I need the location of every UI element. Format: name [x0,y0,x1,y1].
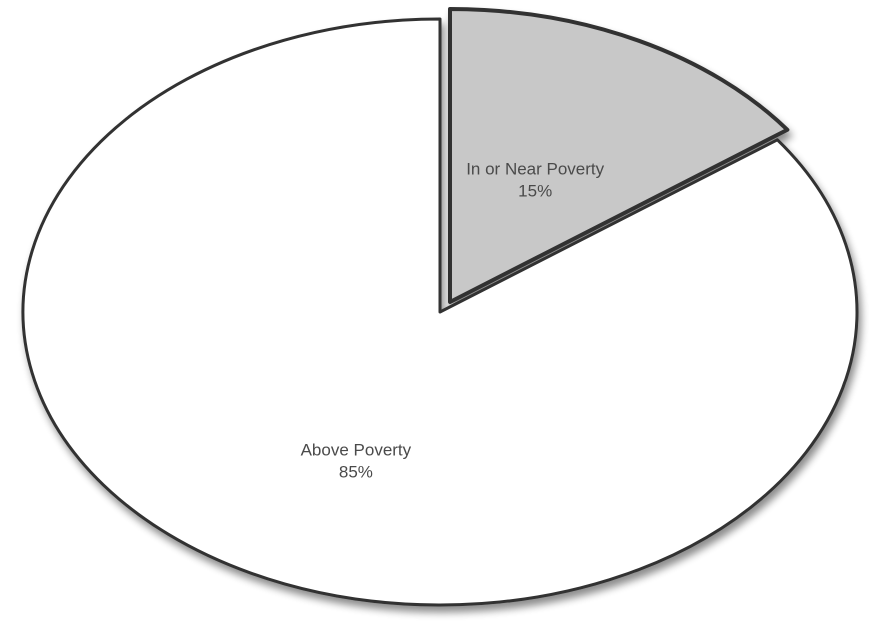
pie-labels: In or Near Poverty 15% Above Poverty 85% [301,160,605,482]
slice-label: Above Poverty [301,441,412,460]
slice-value-label: 85% [339,463,373,482]
pie-slice-in-or-near-poverty [448,7,790,304]
slice-value-label: 15% [518,182,552,201]
slice-label: In or Near Poverty [466,160,604,179]
pie-slices [21,7,859,607]
pie-slice-above-poverty [21,17,859,607]
